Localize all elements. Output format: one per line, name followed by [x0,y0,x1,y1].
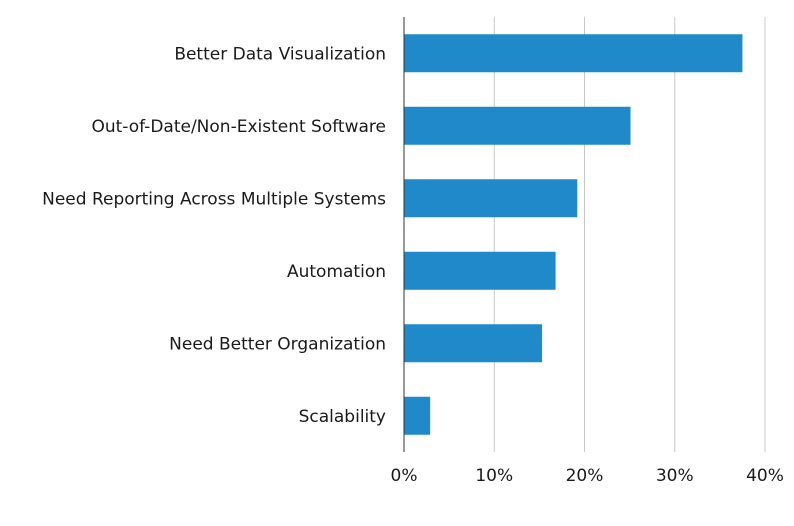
bar-4 [404,324,543,363]
category-labels: Better Data Visualization Out-of-Date/Non… [42,44,386,427]
category-label-4: Need Better Organization [169,334,386,354]
x-tick-label-3: 30% [656,466,694,486]
bar-1 [404,106,631,145]
grid-lines [493,17,766,452]
category-label-1: Out-of-Date/Non-Existent Software [91,117,386,137]
x-tick-label-0: 0% [391,466,418,486]
x-tick-label-4: 40% [746,466,784,486]
bars [404,34,743,435]
x-tick-labels: 0% 10% 20% 30% 40% [391,466,784,486]
bar-3 [404,251,556,290]
x-tick-label-1: 10% [475,466,513,486]
x-tick-label-2: 20% [566,466,604,486]
category-label-3: Automation [287,262,386,282]
bar-5 [404,396,431,435]
category-label-0: Better Data Visualization [174,44,386,64]
bar-0 [404,34,743,73]
bar-2 [404,179,578,218]
category-label-2: Need Reporting Across Multiple Systems [42,189,386,209]
category-label-5: Scalability [299,407,386,427]
